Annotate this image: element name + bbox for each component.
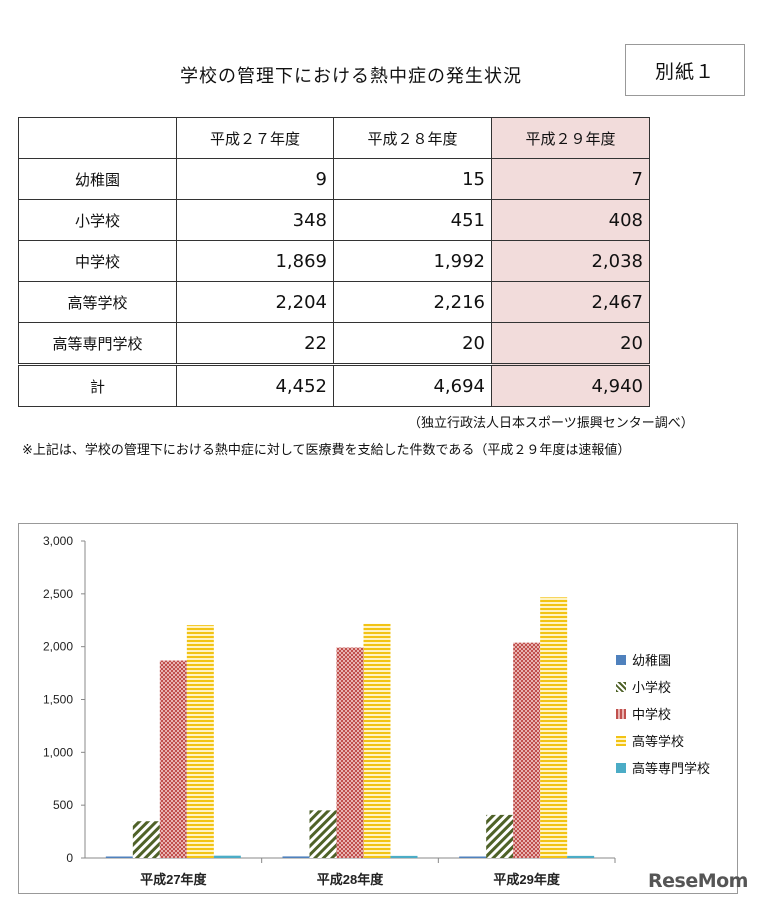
table-cell: 1,992 bbox=[333, 240, 492, 282]
table-total-row: 計 4,452 4,694 4,940 bbox=[18, 363, 650, 407]
y-tick-label: 2,500 bbox=[43, 587, 73, 601]
legend-label: 幼稚園 bbox=[632, 654, 672, 669]
y-tick-label: 3,000 bbox=[43, 534, 73, 548]
table-cell: 9 bbox=[176, 158, 334, 200]
legend-swatch bbox=[616, 654, 626, 665]
table-row: 高等学校 2,204 2,216 2,467 bbox=[18, 281, 650, 323]
row-label: 小学校 bbox=[18, 199, 177, 241]
bar-中学校-平成28年度 bbox=[336, 647, 364, 858]
resemom-logo: ReseMom bbox=[648, 870, 748, 892]
table-row: 小学校 348 451 408 bbox=[18, 199, 650, 241]
y-tick-label: 1,500 bbox=[43, 693, 73, 707]
bar-小学校-平成28年度 bbox=[309, 810, 337, 858]
page-title: 学校の管理下における熱中症の発生状況 bbox=[180, 66, 522, 87]
bar-高等学校-平成29年度 bbox=[540, 597, 568, 858]
legend-label: 小学校 bbox=[632, 681, 672, 696]
bar-chart: 0 500 1,000 1,500 2,000 2,500 3,000 平成27年度 平成28年… bbox=[18, 523, 738, 894]
row-label: 高等学校 bbox=[18, 281, 177, 323]
legend-item: 高等学校 bbox=[616, 727, 710, 754]
bar-幼稚園-平成29年度 bbox=[459, 856, 487, 858]
table-row: 幼稚園 9 15 7 bbox=[18, 158, 650, 200]
x-tick-label: 平成27年度 bbox=[140, 872, 207, 887]
table-cell: 2,204 bbox=[176, 281, 334, 323]
table-row: 中学校 1,869 1,992 2,038 bbox=[18, 240, 650, 282]
bar-幼稚園-平成28年度 bbox=[282, 856, 310, 858]
chart-legend: 幼稚園小学校中学校高等学校高等専門学校 bbox=[616, 646, 710, 781]
total-cell: 4,694 bbox=[333, 363, 492, 407]
row-label: 中学校 bbox=[18, 240, 177, 282]
table-header-row: 平成２７年度 平成２８年度 平成２９年度 bbox=[18, 117, 650, 159]
bar-高等専門学校-平成29年度 bbox=[567, 855, 595, 858]
table-header-h29: 平成２９年度 bbox=[491, 117, 650, 159]
legend-swatch bbox=[616, 762, 626, 773]
bar-中学校-平成27年度 bbox=[159, 660, 187, 858]
bar-幼稚園-平成27年度 bbox=[105, 856, 133, 858]
table-cell: 20 bbox=[491, 322, 650, 365]
legend-swatch bbox=[616, 708, 626, 719]
legend-label: 高等専門学校 bbox=[632, 762, 711, 777]
row-label: 高等専門学校 bbox=[18, 322, 177, 365]
chart-canvas: 0 500 1,000 1,500 2,000 2,500 3,000 平成27年度 平成28年… bbox=[43, 534, 616, 887]
legend-swatch bbox=[616, 681, 626, 692]
table-cell: 408 bbox=[491, 199, 650, 241]
total-label: 計 bbox=[18, 363, 177, 407]
legend-label: 高等学校 bbox=[632, 735, 685, 750]
bar-小学校-平成29年度 bbox=[486, 814, 514, 858]
legend-swatch bbox=[616, 735, 626, 746]
x-tick-label: 平成29年度 bbox=[493, 872, 560, 887]
legend-item: 幼稚園 bbox=[616, 646, 710, 673]
row-label: 幼稚園 bbox=[18, 158, 177, 200]
footnote: ※上記は、学校の管理下における熱中症に対して医療費を支給した件数である（平成２９… bbox=[22, 443, 631, 458]
y-tick-label: 500 bbox=[53, 798, 73, 812]
y-tick-label: 2,000 bbox=[43, 640, 73, 654]
table-header-corner bbox=[18, 117, 177, 159]
legend-label: 中学校 bbox=[632, 708, 672, 723]
bar-高等学校-平成28年度 bbox=[363, 623, 391, 858]
table-cell: 15 bbox=[333, 158, 492, 200]
table-cell: 348 bbox=[176, 199, 334, 241]
bar-高等学校-平成27年度 bbox=[186, 625, 214, 858]
bar-中学校-平成29年度 bbox=[513, 642, 541, 858]
legend-item: 小学校 bbox=[616, 673, 710, 700]
table-cell: 22 bbox=[176, 322, 334, 365]
bar-高等専門学校-平成27年度 bbox=[213, 855, 241, 858]
table-cell: 20 bbox=[333, 322, 492, 365]
table-cell: 451 bbox=[333, 199, 492, 241]
bar-小学校-平成27年度 bbox=[132, 821, 160, 858]
legend-item: 中学校 bbox=[616, 700, 710, 727]
total-cell: 4,452 bbox=[176, 363, 334, 407]
table-cell: 7 bbox=[491, 158, 650, 200]
total-cell: 4,940 bbox=[491, 363, 650, 407]
y-tick-label: 0 bbox=[66, 851, 73, 865]
table-cell: 2,216 bbox=[333, 281, 492, 323]
source-note: （独立行政法人日本スポーツ振興センター調べ） bbox=[408, 416, 694, 431]
table-cell: 2,038 bbox=[491, 240, 650, 282]
x-tick-label: 平成28年度 bbox=[317, 872, 384, 887]
appendix-label: 別紙１ bbox=[625, 44, 745, 96]
y-tick-label: 1,000 bbox=[43, 745, 73, 759]
heatstroke-table: 平成２７年度 平成２８年度 平成２９年度 幼稚園 9 15 7 小学校 348 … bbox=[18, 117, 650, 407]
table-header-h28: 平成２８年度 bbox=[333, 117, 492, 159]
table-cell: 1,869 bbox=[176, 240, 334, 282]
table-row: 高等専門学校 22 20 20 bbox=[18, 322, 650, 365]
table-header-h27: 平成２７年度 bbox=[176, 117, 334, 159]
legend-item: 高等専門学校 bbox=[616, 754, 710, 781]
bar-高等専門学校-平成28年度 bbox=[390, 855, 418, 858]
table-cell: 2,467 bbox=[491, 281, 650, 323]
